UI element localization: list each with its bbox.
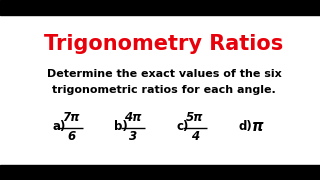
Text: 6: 6: [67, 130, 75, 143]
Text: π: π: [252, 119, 264, 134]
Text: 3: 3: [129, 130, 137, 143]
Text: b): b): [115, 120, 128, 133]
Text: c): c): [176, 120, 189, 133]
Text: a): a): [52, 120, 66, 133]
Text: 5π: 5π: [186, 111, 204, 124]
Text: Determine the exact values of the six: Determine the exact values of the six: [47, 69, 281, 79]
Text: 4π: 4π: [124, 111, 142, 124]
Text: d): d): [238, 120, 252, 133]
Text: 7π: 7π: [62, 111, 80, 124]
Text: 4: 4: [191, 130, 199, 143]
Text: trigonometric ratios for each angle.: trigonometric ratios for each angle.: [52, 85, 276, 95]
Text: Trigonometry Ratios: Trigonometry Ratios: [44, 34, 284, 54]
